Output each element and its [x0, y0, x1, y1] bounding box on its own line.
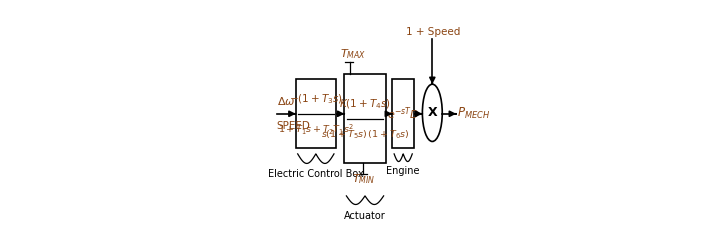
Bar: [393, 79, 414, 148]
Text: $e^{-sT}D$: $e^{-sT}D$: [387, 105, 420, 122]
Text: X: X: [428, 106, 437, 119]
Text: Electric Control Box: Electric Control Box: [268, 169, 364, 179]
Text: Actuator: Actuator: [344, 211, 386, 221]
Text: $P_{MECH}$: $P_{MECH}$: [457, 106, 490, 121]
Text: $\Delta\omega$: $\Delta\omega$: [277, 95, 295, 107]
Bar: [345, 74, 385, 163]
Text: $T_{MIN}$: $T_{MIN}$: [352, 172, 376, 186]
Text: $-(1 + T_3s)$: $-(1 + T_3s)$: [289, 93, 342, 106]
Text: $T_{MAX}$: $T_{MAX}$: [340, 48, 366, 62]
Text: SPEED: SPEED: [277, 121, 310, 131]
Bar: [296, 79, 336, 148]
Text: 1 + Speed: 1 + Speed: [406, 27, 460, 37]
Text: $1 + T_1s + T_2T_1s^2$: $1 + T_1s + T_2T_1s^2$: [278, 123, 354, 137]
Text: $K(1 + T_4s)$: $K(1 + T_4s)$: [339, 97, 391, 111]
Text: $s(1 + T_5s)\,(1+T_6s)$: $s(1 + T_5s)\,(1+T_6s)$: [321, 128, 409, 141]
Text: Engine: Engine: [386, 166, 420, 176]
